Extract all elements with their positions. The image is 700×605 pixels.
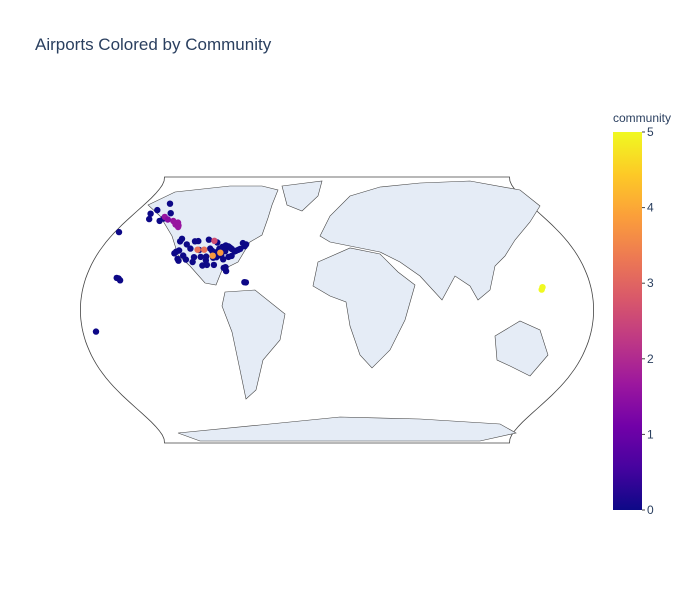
- airport-point: [194, 246, 201, 253]
- australia: [494, 320, 549, 377]
- airport-point: [209, 252, 216, 259]
- airport-point: [239, 239, 247, 247]
- airport-point: [207, 245, 214, 252]
- colorbar-tick-label: 0: [647, 503, 654, 517]
- airport-point: [222, 242, 229, 249]
- airport-point: [242, 279, 250, 286]
- airport-point: [116, 277, 124, 284]
- airport-point: [210, 261, 218, 269]
- airport-point: [173, 248, 180, 255]
- airport-point: [205, 236, 213, 243]
- airport-point: [183, 241, 190, 248]
- airport-point: [115, 228, 123, 236]
- points: [92, 200, 546, 335]
- colorbar-tick-label: 1: [647, 427, 654, 441]
- airport-point: [190, 254, 198, 261]
- airport-point: [146, 215, 153, 223]
- airport-point: [222, 248, 229, 255]
- airport-point: [220, 264, 227, 272]
- colorbar-tick-label: 3: [647, 276, 654, 290]
- airport-point: [539, 284, 546, 291]
- airport-point: [228, 252, 235, 260]
- colorbar-title: community: [613, 111, 671, 125]
- airport-point: [232, 247, 239, 255]
- airport-point: [189, 258, 196, 266]
- south-america: [221, 289, 286, 400]
- airport-point: [92, 328, 100, 335]
- airport-point: [176, 238, 184, 245]
- airport-point: [191, 238, 199, 245]
- airport-point: [187, 245, 194, 252]
- airport-point: [211, 237, 218, 244]
- airport-point: [217, 249, 224, 256]
- airport-point: [167, 210, 174, 217]
- antarctica: [177, 416, 517, 442]
- airport-point: [164, 216, 171, 223]
- airport-point: [156, 217, 163, 225]
- eurasia: [319, 180, 541, 301]
- colorbar-tick-label: 4: [647, 201, 654, 215]
- chart-title: Airports Colored by Community: [35, 35, 272, 54]
- land: [147, 180, 549, 442]
- airport-point: [166, 200, 174, 207]
- airport-point: [154, 206, 161, 214]
- airport-point: [199, 262, 206, 269]
- airport-point: [180, 252, 187, 259]
- colorbar: [613, 132, 642, 510]
- colorbar-tick-label: 2: [647, 352, 654, 366]
- greenland: [281, 180, 323, 212]
- airport-point: [203, 253, 210, 260]
- africa: [312, 247, 416, 369]
- airport-point: [170, 217, 177, 225]
- airport-point: [175, 222, 182, 229]
- colorbar-tick-label: 5: [647, 125, 654, 139]
- airport-point: [201, 246, 208, 253]
- airport-point: [147, 210, 154, 217]
- airport-point: [197, 253, 204, 261]
- airport-point: [175, 257, 182, 264]
